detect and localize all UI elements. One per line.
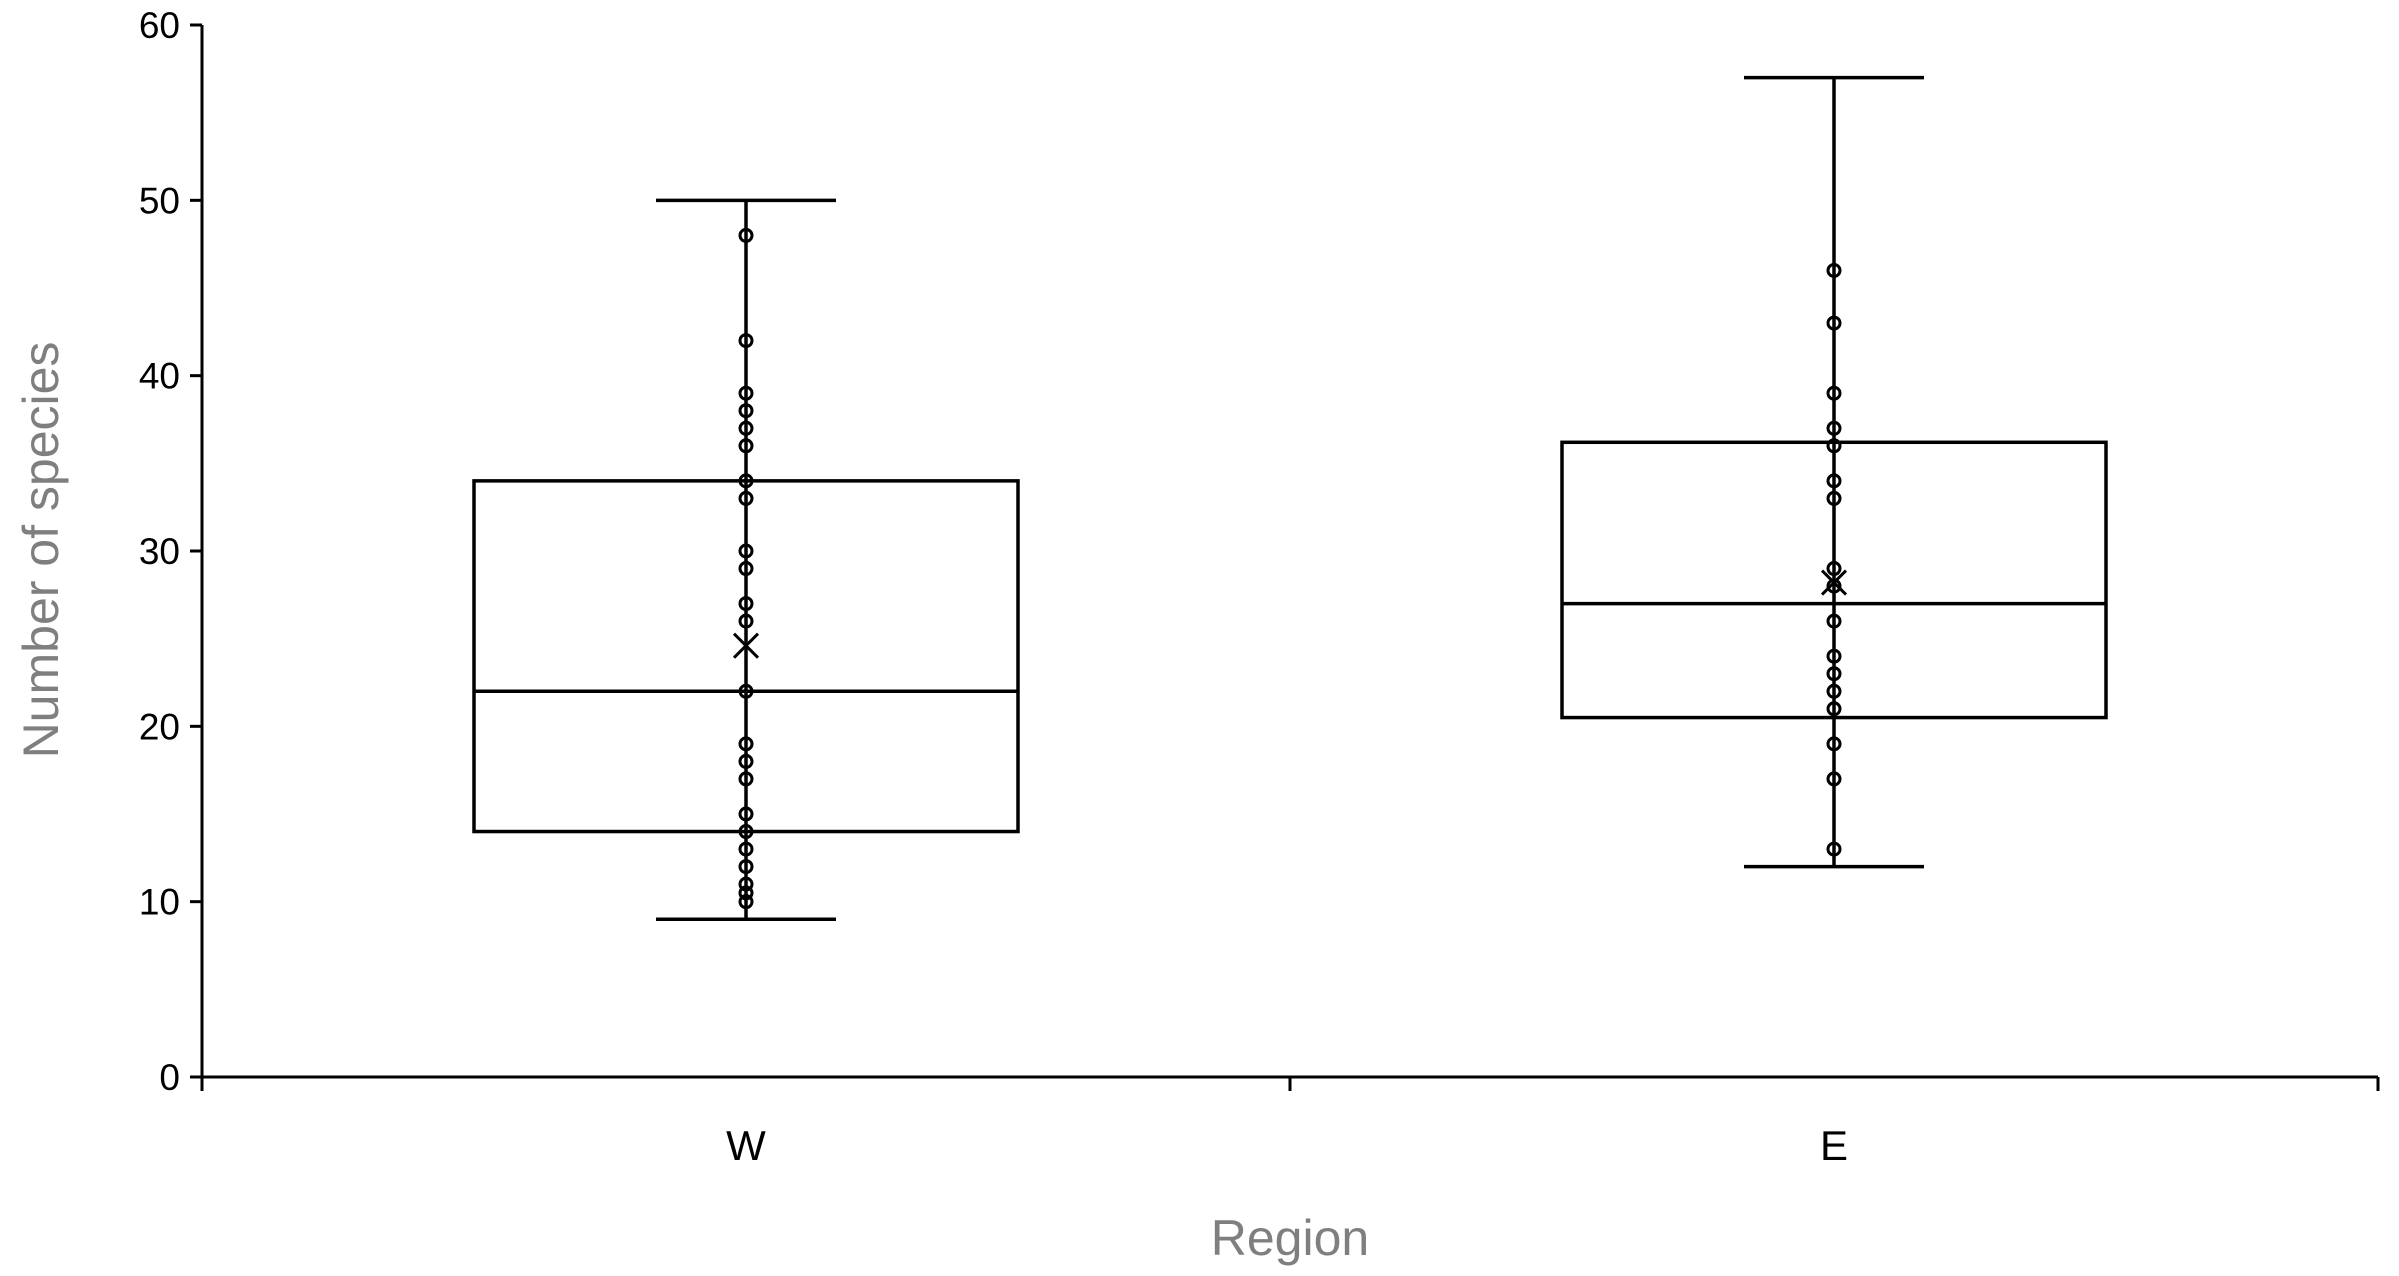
data-point bbox=[1826, 262, 1842, 278]
y-tick-label: 20 bbox=[139, 706, 180, 747]
data-point bbox=[738, 876, 754, 892]
mean-marker bbox=[732, 632, 760, 659]
data-point bbox=[738, 683, 754, 699]
x-axis-title: Region bbox=[1211, 1210, 1369, 1266]
data-point bbox=[1826, 315, 1842, 331]
data-point bbox=[1826, 578, 1842, 594]
y-tick-label: 10 bbox=[139, 882, 180, 923]
data-point bbox=[738, 561, 754, 577]
data-point bbox=[738, 438, 754, 454]
data-point bbox=[1826, 736, 1842, 752]
y-tick-label: 60 bbox=[139, 5, 180, 46]
x-category-label: E bbox=[1820, 1122, 1848, 1169]
data-point bbox=[1826, 420, 1842, 436]
data-point bbox=[1826, 385, 1842, 401]
data-point bbox=[1826, 771, 1842, 787]
data-point bbox=[1826, 701, 1842, 717]
data-point bbox=[738, 753, 754, 769]
mean-marker bbox=[1820, 569, 1848, 596]
data-point bbox=[738, 841, 754, 857]
data-point bbox=[738, 885, 754, 901]
data-point bbox=[738, 227, 754, 243]
data-point bbox=[738, 385, 754, 401]
data-point bbox=[1826, 438, 1842, 454]
data-point bbox=[1826, 613, 1842, 629]
data-point bbox=[1826, 561, 1842, 577]
data-point bbox=[738, 736, 754, 752]
data-point bbox=[738, 490, 754, 506]
y-tick-label: 50 bbox=[139, 180, 180, 221]
data-point bbox=[738, 543, 754, 559]
data-point bbox=[738, 771, 754, 787]
data-point bbox=[738, 473, 754, 489]
data-point bbox=[1826, 841, 1842, 857]
data-point bbox=[738, 806, 754, 822]
data-point bbox=[1826, 666, 1842, 682]
data-point bbox=[738, 613, 754, 629]
data-point bbox=[738, 333, 754, 349]
y-tick-label: 0 bbox=[159, 1057, 180, 1098]
data-point bbox=[738, 420, 754, 436]
data-point bbox=[1826, 473, 1842, 489]
data-point bbox=[1826, 490, 1842, 506]
data-point bbox=[1826, 648, 1842, 664]
data-point bbox=[738, 824, 754, 840]
box-group bbox=[1560, 75, 2108, 869]
y-axis: 0 10 20 30 40 50 60 bbox=[139, 5, 204, 1098]
x-category-label: W bbox=[726, 1122, 766, 1169]
box-series bbox=[472, 75, 2108, 921]
data-point bbox=[1826, 683, 1842, 699]
box-group bbox=[472, 198, 1020, 921]
y-tick-label: 30 bbox=[139, 531, 180, 572]
y-tick-label: 40 bbox=[139, 356, 180, 397]
data-point bbox=[738, 596, 754, 612]
y-axis-title: Number of species bbox=[13, 342, 69, 759]
data-point bbox=[738, 403, 754, 419]
data-point bbox=[738, 859, 754, 875]
data-point bbox=[738, 894, 754, 910]
